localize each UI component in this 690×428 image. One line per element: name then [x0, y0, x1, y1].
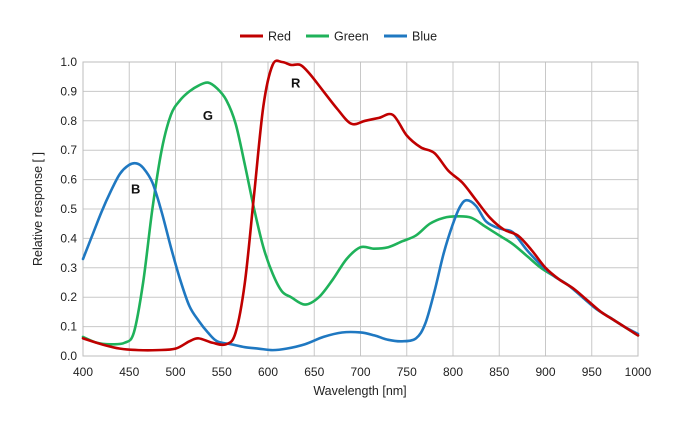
x-tick-label: 900 [535, 365, 555, 379]
y-tick-label: 0.2 [60, 290, 77, 304]
y-axis-title: Relative response [ ] [31, 152, 45, 266]
annotation-b: B [131, 181, 140, 196]
x-tick-label: 700 [350, 365, 370, 379]
series-line-green [81, 81, 640, 346]
x-tick-label: 500 [165, 365, 185, 379]
series-line-blue [81, 161, 640, 352]
y-tick-label: 0.3 [60, 261, 77, 275]
y-tick-label: 1.0 [60, 55, 77, 69]
y-tick-label: 0.8 [60, 114, 77, 128]
x-tick-label: 750 [397, 365, 417, 379]
x-tick-label: 450 [119, 365, 139, 379]
x-tick-label: 850 [489, 365, 509, 379]
plot-frame [82, 61, 639, 357]
y-tick-label: 0.4 [60, 231, 77, 245]
y-tick-label: 0.1 [60, 320, 77, 334]
y-tick-label: 0.0 [60, 349, 77, 363]
legend: Red Green Blue [240, 30, 437, 44]
annotation-r: R [291, 76, 301, 91]
x-axis-title: Wavelength [nm] [313, 384, 406, 398]
series-line-red [81, 59, 640, 352]
legend-label-red: Red [268, 30, 291, 44]
x-tick-label: 400 [73, 365, 93, 379]
y-tick-label: 0.9 [60, 84, 77, 98]
legend-label-green: Green [334, 30, 369, 44]
axis-labels: 0.0 0.1 0.2 0.3 0.4 0.5 0.6 0.7 0.8 0.9 1.0 400 450 5… [60, 55, 651, 379]
series-layer [81, 59, 640, 352]
annotations: B G R [131, 76, 301, 197]
x-tick-label: 550 [212, 365, 232, 379]
x-tick-label: 600 [258, 365, 278, 379]
y-tick-label: 0.7 [60, 143, 77, 157]
y-tick-label: 0.6 [60, 173, 77, 187]
x-tick-label: 950 [582, 365, 602, 379]
legend-label-blue: Blue [412, 30, 437, 44]
x-tick-label: 650 [304, 365, 324, 379]
annotation-g: G [203, 108, 213, 123]
y-tick-label: 0.5 [60, 202, 77, 216]
grid [82, 61, 639, 357]
x-tick-label: 800 [443, 365, 463, 379]
x-tick-label: 1000 [625, 365, 652, 379]
